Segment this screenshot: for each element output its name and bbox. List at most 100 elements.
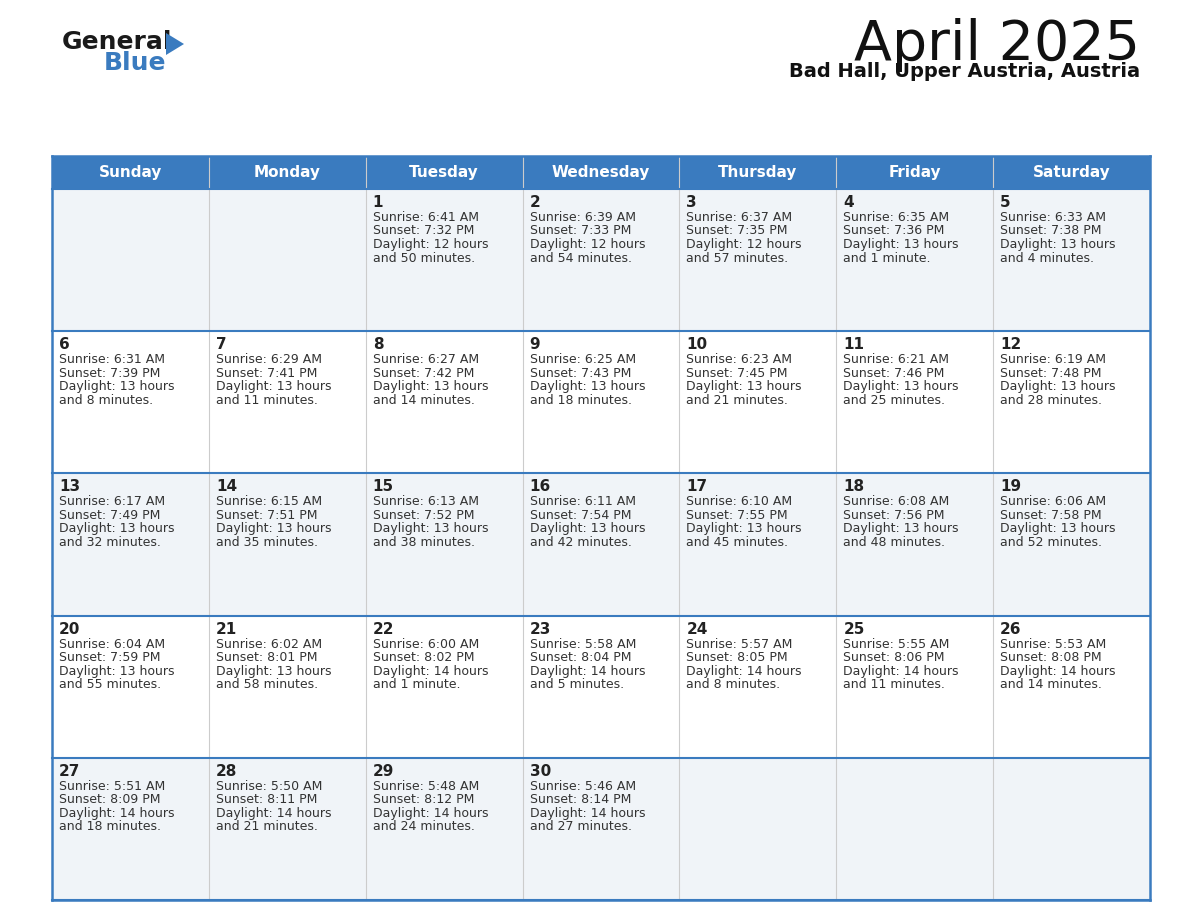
Text: and 52 minutes.: and 52 minutes. (1000, 536, 1102, 549)
Text: Sunset: 8:08 PM: Sunset: 8:08 PM (1000, 651, 1101, 664)
Text: Sunset: 8:05 PM: Sunset: 8:05 PM (687, 651, 788, 664)
Text: Saturday: Saturday (1032, 165, 1111, 180)
Text: Sunrise: 6:41 AM: Sunrise: 6:41 AM (373, 211, 479, 224)
Text: Daylight: 14 hours: Daylight: 14 hours (373, 665, 488, 677)
Text: Sunrise: 6:37 AM: Sunrise: 6:37 AM (687, 211, 792, 224)
Text: Sunset: 7:48 PM: Sunset: 7:48 PM (1000, 366, 1101, 380)
Text: and 4 minutes.: and 4 minutes. (1000, 252, 1094, 264)
Text: 3: 3 (687, 195, 697, 210)
Text: 17: 17 (687, 479, 708, 495)
Text: 23: 23 (530, 621, 551, 636)
Text: 16: 16 (530, 479, 551, 495)
Text: Sunset: 7:54 PM: Sunset: 7:54 PM (530, 509, 631, 522)
Text: 1: 1 (373, 195, 384, 210)
Text: Daylight: 13 hours: Daylight: 13 hours (843, 238, 959, 251)
Text: and 1 minute.: and 1 minute. (843, 252, 930, 264)
Bar (52, 331, 1150, 474)
Text: 5: 5 (1000, 195, 1011, 210)
Text: and 57 minutes.: and 57 minutes. (687, 252, 789, 264)
Text: Sunset: 8:01 PM: Sunset: 8:01 PM (216, 651, 317, 664)
Text: Daylight: 13 hours: Daylight: 13 hours (530, 522, 645, 535)
Text: Sunset: 7:51 PM: Sunset: 7:51 PM (216, 509, 317, 522)
Text: and 24 minutes.: and 24 minutes. (373, 821, 474, 834)
Text: Wednesday: Wednesday (551, 165, 650, 180)
Text: and 18 minutes.: and 18 minutes. (530, 394, 632, 407)
Text: Sunset: 7:38 PM: Sunset: 7:38 PM (1000, 225, 1101, 238)
Bar (52, 757, 1150, 900)
Text: and 50 minutes.: and 50 minutes. (373, 252, 475, 264)
Text: Sunrise: 6:13 AM: Sunrise: 6:13 AM (373, 496, 479, 509)
Text: Daylight: 14 hours: Daylight: 14 hours (843, 665, 959, 677)
Text: 8: 8 (373, 337, 384, 353)
Text: Daylight: 14 hours: Daylight: 14 hours (687, 665, 802, 677)
Text: 21: 21 (216, 621, 238, 636)
Text: Sunrise: 5:57 AM: Sunrise: 5:57 AM (687, 638, 792, 651)
Text: Sunrise: 5:55 AM: Sunrise: 5:55 AM (843, 638, 949, 651)
Text: Monday: Monday (254, 165, 321, 180)
Text: Daylight: 13 hours: Daylight: 13 hours (843, 522, 959, 535)
Text: Daylight: 13 hours: Daylight: 13 hours (216, 665, 331, 677)
Text: Daylight: 13 hours: Daylight: 13 hours (59, 665, 175, 677)
Text: Daylight: 12 hours: Daylight: 12 hours (687, 238, 802, 251)
Text: Sunset: 8:11 PM: Sunset: 8:11 PM (216, 793, 317, 806)
Text: and 21 minutes.: and 21 minutes. (687, 394, 789, 407)
Text: Sunrise: 6:29 AM: Sunrise: 6:29 AM (216, 353, 322, 366)
Text: Sunset: 7:59 PM: Sunset: 7:59 PM (59, 651, 160, 664)
Bar (52, 474, 1150, 616)
Text: Sunset: 8:02 PM: Sunset: 8:02 PM (373, 651, 474, 664)
Text: Sunset: 7:46 PM: Sunset: 7:46 PM (843, 366, 944, 380)
Bar (52, 616, 1150, 757)
Text: Daylight: 13 hours: Daylight: 13 hours (530, 380, 645, 393)
Text: Sunrise: 6:11 AM: Sunrise: 6:11 AM (530, 496, 636, 509)
Text: Sunrise: 5:51 AM: Sunrise: 5:51 AM (59, 779, 165, 793)
Polygon shape (166, 33, 184, 55)
Text: and 5 minutes.: and 5 minutes. (530, 678, 624, 691)
Text: Sunset: 8:12 PM: Sunset: 8:12 PM (373, 793, 474, 806)
Text: and 11 minutes.: and 11 minutes. (216, 394, 317, 407)
Text: 19: 19 (1000, 479, 1022, 495)
Text: and 38 minutes.: and 38 minutes. (373, 536, 475, 549)
Text: Sunrise: 6:17 AM: Sunrise: 6:17 AM (59, 496, 165, 509)
Text: Sunset: 7:45 PM: Sunset: 7:45 PM (687, 366, 788, 380)
Text: Blue: Blue (105, 51, 166, 75)
Text: Sunrise: 5:53 AM: Sunrise: 5:53 AM (1000, 638, 1106, 651)
Text: General: General (62, 30, 172, 54)
Text: Daylight: 13 hours: Daylight: 13 hours (216, 522, 331, 535)
Text: Daylight: 13 hours: Daylight: 13 hours (59, 380, 175, 393)
Text: and 18 minutes.: and 18 minutes. (59, 821, 162, 834)
Text: Sunset: 7:36 PM: Sunset: 7:36 PM (843, 225, 944, 238)
Text: 15: 15 (373, 479, 394, 495)
Text: Sunrise: 6:02 AM: Sunrise: 6:02 AM (216, 638, 322, 651)
Text: 9: 9 (530, 337, 541, 353)
Text: and 8 minutes.: and 8 minutes. (687, 678, 781, 691)
Text: Sunrise: 6:25 AM: Sunrise: 6:25 AM (530, 353, 636, 366)
Text: Sunday: Sunday (99, 165, 162, 180)
Text: Sunrise: 6:19 AM: Sunrise: 6:19 AM (1000, 353, 1106, 366)
Text: and 42 minutes.: and 42 minutes. (530, 536, 632, 549)
Text: and 27 minutes.: and 27 minutes. (530, 821, 632, 834)
Text: Sunset: 8:14 PM: Sunset: 8:14 PM (530, 793, 631, 806)
Text: Daylight: 14 hours: Daylight: 14 hours (373, 807, 488, 820)
Text: Sunset: 7:41 PM: Sunset: 7:41 PM (216, 366, 317, 380)
Text: Daylight: 14 hours: Daylight: 14 hours (216, 807, 331, 820)
Text: Sunset: 7:35 PM: Sunset: 7:35 PM (687, 225, 788, 238)
Text: and 28 minutes.: and 28 minutes. (1000, 394, 1102, 407)
Text: Daylight: 13 hours: Daylight: 13 hours (687, 522, 802, 535)
Text: Sunset: 7:33 PM: Sunset: 7:33 PM (530, 225, 631, 238)
Text: Sunset: 7:55 PM: Sunset: 7:55 PM (687, 509, 788, 522)
Text: and 11 minutes.: and 11 minutes. (843, 678, 946, 691)
Text: Daylight: 14 hours: Daylight: 14 hours (530, 807, 645, 820)
Text: Daylight: 12 hours: Daylight: 12 hours (530, 238, 645, 251)
Text: Sunrise: 6:04 AM: Sunrise: 6:04 AM (59, 638, 165, 651)
Text: Daylight: 13 hours: Daylight: 13 hours (373, 380, 488, 393)
Text: Sunset: 7:56 PM: Sunset: 7:56 PM (843, 509, 944, 522)
Text: 26: 26 (1000, 621, 1022, 636)
Text: and 25 minutes.: and 25 minutes. (843, 394, 946, 407)
Text: Sunset: 7:43 PM: Sunset: 7:43 PM (530, 366, 631, 380)
Text: Sunset: 8:04 PM: Sunset: 8:04 PM (530, 651, 631, 664)
Text: 20: 20 (59, 621, 81, 636)
Text: and 35 minutes.: and 35 minutes. (216, 536, 318, 549)
Text: Daylight: 13 hours: Daylight: 13 hours (59, 522, 175, 535)
Text: Daylight: 13 hours: Daylight: 13 hours (1000, 238, 1116, 251)
Text: 12: 12 (1000, 337, 1022, 353)
